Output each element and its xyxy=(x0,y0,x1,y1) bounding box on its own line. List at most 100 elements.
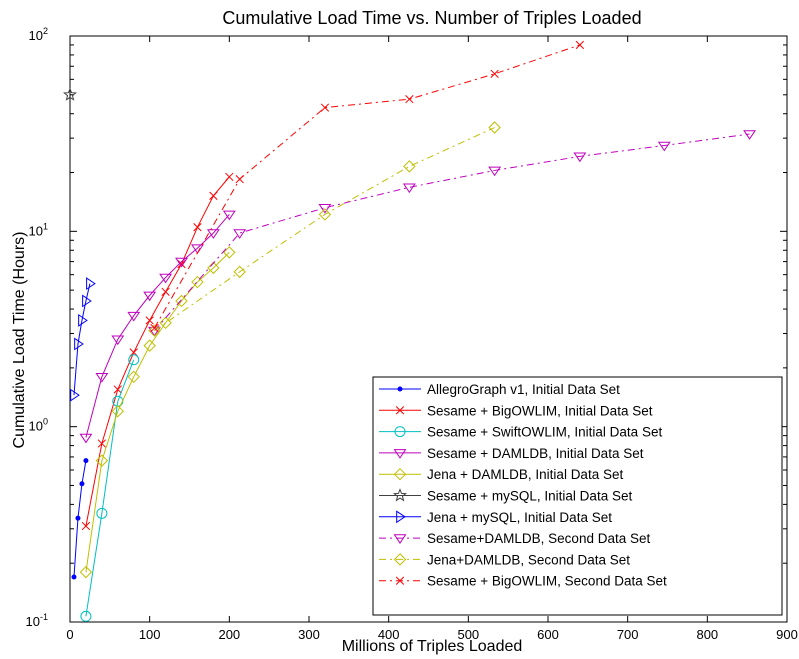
series-line xyxy=(154,44,581,329)
data-point xyxy=(78,313,88,327)
legend-label: Jena+DAMLDB, Second Data Set xyxy=(427,552,630,567)
data-point xyxy=(70,388,80,402)
data-point xyxy=(175,294,188,308)
y-tick-label: 102 xyxy=(29,26,48,43)
legend-marker xyxy=(397,386,403,392)
data-point xyxy=(71,574,77,580)
y-tick-exponent: 0 xyxy=(43,417,48,427)
y-tick-label: 101 xyxy=(29,221,48,238)
series-6 xyxy=(62,87,78,101)
legend-marker xyxy=(395,406,405,415)
x-tick-label: 500 xyxy=(457,627,479,642)
data-point xyxy=(177,259,186,269)
legend-marker xyxy=(394,426,406,438)
data-point xyxy=(143,291,157,302)
legend-marker xyxy=(395,576,405,585)
y-tick-base: 10 xyxy=(29,28,43,43)
data-point xyxy=(318,208,332,221)
legend-item: Jena+DAMLDB, Second Data Set xyxy=(379,552,630,567)
data-point xyxy=(743,130,756,140)
series-10 xyxy=(150,40,585,333)
legend-item: Jena + mySQL, Initial Data Set xyxy=(379,510,612,525)
data-point xyxy=(235,174,244,184)
y-tick-base: 10 xyxy=(29,223,43,238)
x-tick-label: 300 xyxy=(298,627,320,642)
x-tick-label: 400 xyxy=(378,627,400,642)
data-point xyxy=(191,275,204,289)
legend-label: Jena + DAMLDB, Initial Data Set xyxy=(427,467,623,482)
legend-item: Sesame + mySQL, Initial Data Set xyxy=(379,488,632,504)
series-line xyxy=(85,359,135,617)
series-line xyxy=(73,283,91,396)
legend-item: Sesame+DAMLDB, Second Data Set xyxy=(379,531,650,546)
data-point xyxy=(97,439,107,448)
data-point xyxy=(233,229,247,239)
data-point xyxy=(75,515,81,521)
data-point xyxy=(657,141,671,152)
data-point xyxy=(82,294,92,308)
series-line xyxy=(154,133,750,332)
data-point xyxy=(113,385,122,394)
y-axis-title: Cumulative Load Time (Hours) xyxy=(11,232,28,449)
data-point xyxy=(233,265,246,279)
data-point xyxy=(111,335,125,346)
data-point xyxy=(79,433,93,444)
legend-item: Sesame + BigOWLIM, Second Data Set xyxy=(379,574,667,589)
data-point xyxy=(81,521,91,531)
y-tick-label: 100 xyxy=(29,417,48,434)
data-point xyxy=(223,246,236,259)
data-point xyxy=(206,229,220,239)
chart-title: Cumulative Load Time vs. Number of Tripl… xyxy=(222,8,641,28)
data-point xyxy=(193,223,202,232)
legend-item: Sesame + BigOWLIM, Initial Data Set xyxy=(379,403,653,418)
y-tick-base: 10 xyxy=(26,614,40,629)
series-line xyxy=(154,127,495,332)
series-line xyxy=(85,176,230,527)
y-tick-exponent: 1 xyxy=(43,221,48,231)
data-point xyxy=(207,261,220,275)
data-point xyxy=(80,610,92,622)
data-point xyxy=(148,324,161,337)
data-point xyxy=(128,354,140,366)
data-point xyxy=(209,191,218,200)
data-point xyxy=(222,210,236,221)
legend-label: Sesame + DAMLDB, Initial Data Set xyxy=(427,446,644,461)
legend-box xyxy=(372,376,783,616)
data-point xyxy=(490,69,499,79)
data-point xyxy=(96,507,108,519)
legend-marker xyxy=(392,488,408,502)
data-point xyxy=(62,87,78,101)
legend-label: Sesame + mySQL, Initial Data Set xyxy=(427,489,632,504)
legend-marker xyxy=(393,449,407,459)
data-point xyxy=(95,454,109,467)
legend-item: AllegroGraph v1, Initial Data Set xyxy=(379,382,620,397)
legend-item: Sesame + DAMLDB, Initial Data Set xyxy=(379,446,644,461)
data-point xyxy=(127,311,141,322)
x-tick-label: 600 xyxy=(537,627,559,642)
series-layer xyxy=(62,40,756,622)
data-point xyxy=(159,273,173,284)
y-tick-base: 10 xyxy=(29,419,43,434)
series-line xyxy=(73,460,87,578)
data-point xyxy=(111,404,125,418)
legend-label: AllegroGraph v1, Initial Data Set xyxy=(427,382,620,397)
y-tick-label: 10-1 xyxy=(26,612,48,629)
legend-item: Jena + DAMLDB, Initial Data Set xyxy=(379,467,623,482)
x-axis-title: Millions of Triples Loaded xyxy=(342,638,523,655)
series-2 xyxy=(81,172,234,531)
data-point xyxy=(402,183,416,194)
data-point xyxy=(95,373,109,383)
legend-item: Sesame + SwiftOWLIM, Initial Data Set xyxy=(379,425,662,440)
data-point xyxy=(320,103,330,112)
series-8 xyxy=(148,130,756,337)
data-point xyxy=(79,481,85,487)
data-point xyxy=(74,337,84,351)
series-9 xyxy=(148,121,501,337)
legend-label: Jena + mySQL, Initial Data Set xyxy=(427,510,612,525)
legend-label: Sesame + BigOWLIM, Second Data Set xyxy=(427,574,667,589)
axes: 0 100 200 300 400 500 600 700 800 90010-110010110… xyxy=(26,26,798,642)
data-point xyxy=(86,277,96,291)
data-point xyxy=(127,370,140,384)
legend-label: Sesame+DAMLDB, Second Data Set xyxy=(427,531,650,546)
